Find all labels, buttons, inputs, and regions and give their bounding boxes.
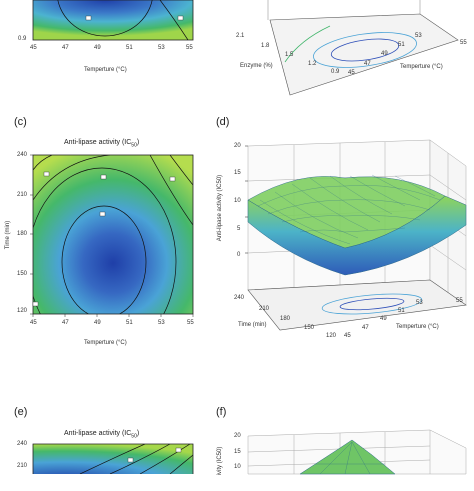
panel-e-label-box xyxy=(127,457,134,463)
panel-c-contour-line xyxy=(149,155,193,226)
panel-d-time-label: Time (min) xyxy=(238,322,267,328)
panel-d-z-tick: 20 xyxy=(234,143,241,149)
panel-a-y-tick: 0.9 xyxy=(18,36,27,42)
panel-b-floor-contour xyxy=(330,38,400,62)
panel-c-x-label: Temperture (°C) xyxy=(84,340,127,346)
panel-b-enzyme-tick: 0.9 xyxy=(331,69,340,75)
panel-d-temp-tick: 47 xyxy=(362,325,369,331)
panel-a-x-tick: 51 xyxy=(126,45,133,51)
panel-d-z-tick: 10 xyxy=(234,198,241,204)
panel-e-contour-line xyxy=(169,454,193,474)
panel-c-letter: (c) xyxy=(14,116,27,128)
panel-b-enzyme-tick: 1.2 xyxy=(308,61,317,67)
panel-a-x-label: Temperture (°C) xyxy=(84,67,127,73)
panel-e-letter: (e) xyxy=(14,406,28,418)
panel-c-title: Anti-lipase activity (IC50) xyxy=(64,139,140,149)
panel-b-floor-plane xyxy=(269,13,459,96)
panel-c-label-box xyxy=(32,301,39,307)
panel-a-label-box xyxy=(85,15,92,21)
panel-c-label-box xyxy=(99,211,106,217)
panel-d-temp-tick: 51 xyxy=(398,308,405,314)
panel-c-label-box xyxy=(169,176,176,182)
panel-c-x-tick: 45 xyxy=(30,320,37,326)
panel-d-time-tick: 210 xyxy=(259,306,270,312)
panel-e-contour-plot xyxy=(32,443,194,474)
panel-b-enzyme-label: Enzyme (%) xyxy=(240,63,273,69)
panel-c-x-tick: 47 xyxy=(62,320,69,326)
panel-c-contour-line xyxy=(33,155,53,171)
panel-d-time-tick: 150 xyxy=(304,325,315,331)
panel-d-temp-tick: 49 xyxy=(380,316,387,322)
panel-d-temp-tick: 55 xyxy=(456,298,463,304)
panel-d-surface-top xyxy=(247,176,446,249)
panel-c-x-tick: 49 xyxy=(94,320,101,326)
panel-b-temp-tick: 53 xyxy=(415,33,422,39)
panel-e-y-tick: 210 xyxy=(17,463,28,469)
panel-e-contour-line xyxy=(79,444,146,474)
panel-a-x-tick: 49 xyxy=(94,45,101,51)
panel-a-x-tick: 47 xyxy=(62,45,69,51)
panel-e-contour-line xyxy=(139,444,191,474)
panel-b-temp-tick: 45 xyxy=(348,70,355,76)
panel-e-y-tick: 240 xyxy=(17,441,28,447)
panel-d-time-tick: 180 xyxy=(280,316,291,322)
panel-a-x-tick: 53 xyxy=(158,45,165,51)
panel-d-letter: (d) xyxy=(216,116,230,128)
panel-d-z-tick: 5 xyxy=(237,226,241,232)
panel-e-contour-line xyxy=(109,444,171,474)
panel-b-temp-label: Temperture (°C) xyxy=(400,64,443,70)
panel-d-floor-contour xyxy=(339,297,405,311)
panel-b-enzyme-tick: 2.1 xyxy=(236,33,245,39)
panel-b-temp-tick: 55 xyxy=(460,40,467,46)
panel-c-x-tick: 55 xyxy=(187,320,194,326)
panel-d-floor-contour xyxy=(321,293,423,315)
panel-c-y-tick: 240 xyxy=(17,152,28,158)
panel-e-label-box xyxy=(175,447,182,453)
panel-f-z-tick: 15 xyxy=(234,449,241,455)
panel-b-temp-tick: 49 xyxy=(381,51,388,57)
panel-b-floor-contour xyxy=(313,32,417,68)
panel-b-temp-tick: 47 xyxy=(364,61,371,67)
panel-a-contour-line xyxy=(159,0,189,41)
panel-c-label-box xyxy=(43,171,50,177)
panel-c-contour-line xyxy=(169,155,193,186)
panel-c-x-tick: 53 xyxy=(158,320,165,326)
panel-d-temp-label: Temperture (°C) xyxy=(396,324,439,330)
panel-a-contour-line xyxy=(57,0,153,37)
panel-f-3d-surface xyxy=(247,429,467,475)
panel-c-contour-line xyxy=(33,155,111,201)
panel-d-z-tick: 0 xyxy=(237,252,241,258)
panel-c-contour-line xyxy=(33,167,177,314)
panel-d-time-tick: 240 xyxy=(234,295,245,301)
panel-f-letter: (f) xyxy=(216,406,227,418)
panel-c-plot-area xyxy=(33,155,193,314)
panel-b-3d-floor xyxy=(267,0,459,96)
panel-e-title: Anti-lipase activity (IC50) xyxy=(64,430,140,440)
panel-f-z-tick: 20 xyxy=(234,433,241,439)
panel-d-z-tick: 15 xyxy=(234,170,241,176)
panel-d-time-tick: 120 xyxy=(326,333,337,339)
panel-d-3d-surface xyxy=(245,139,467,331)
panel-d-temp-tick: 45 xyxy=(344,333,351,339)
panel-a-x-tick: 55 xyxy=(186,45,193,51)
panel-b-enzyme-tick: 1.8 xyxy=(261,43,270,49)
panel-c-contour-plot xyxy=(30,154,194,317)
panel-a-contour xyxy=(32,0,194,41)
panel-c-y-tick: 210 xyxy=(17,192,28,198)
panel-c-contour-line xyxy=(61,205,147,314)
panel-b-floor-contour xyxy=(284,25,331,63)
panel-b-enzyme-tick: 1.5 xyxy=(285,52,294,58)
panel-b-temp-tick: 51 xyxy=(398,42,405,48)
panel-a-x-tick: 45 xyxy=(30,45,37,51)
panel-c-label-box xyxy=(100,174,107,180)
panel-f-z-label: ivity (IC50) xyxy=(217,446,223,476)
panel-a-label-box xyxy=(177,15,184,21)
panel-f-z-tick: 10 xyxy=(234,464,241,470)
panel-d-floor-plane xyxy=(247,279,467,331)
panel-c-y-tick: 120 xyxy=(17,308,28,314)
panel-c-y-tick: 150 xyxy=(17,271,28,277)
panel-c-x-tick: 51 xyxy=(126,320,133,326)
panel-c-y-tick: 180 xyxy=(17,231,28,237)
panel-d-temp-tick: 53 xyxy=(416,300,423,306)
